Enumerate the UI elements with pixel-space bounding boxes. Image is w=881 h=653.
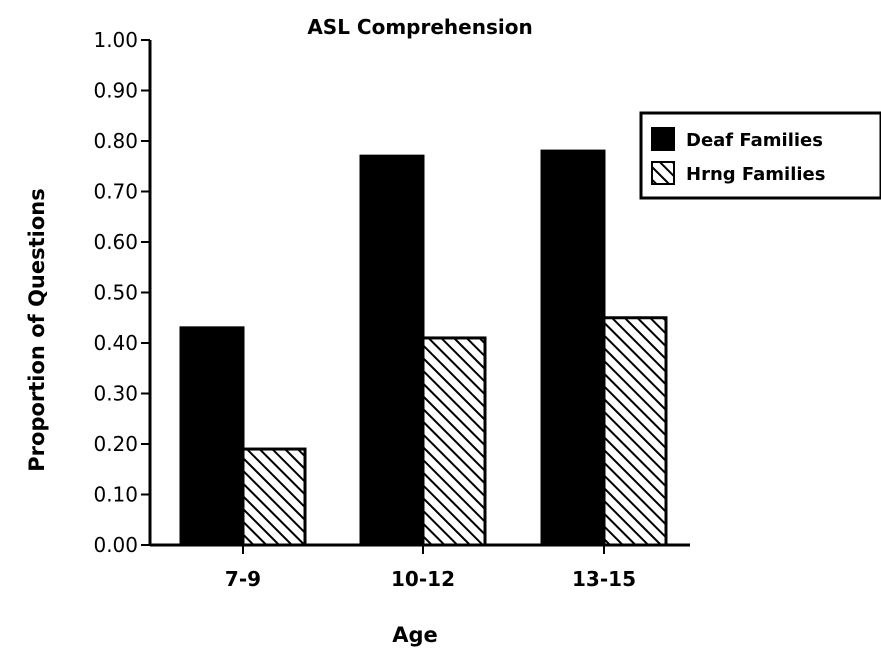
legend-label-deaf-families: Deaf Families <box>686 130 823 151</box>
bar-deaf-families-7-9 <box>179 326 245 547</box>
chart-title: ASL Comprehension <box>307 15 532 39</box>
y-tick-label: 0.50 <box>93 281 138 305</box>
x-tick-label-10-12: 10-12 <box>391 567 455 591</box>
legend-box <box>639 111 881 200</box>
x-axis-ticks: 7-9 10-12 13-15 <box>225 545 636 591</box>
legend: Deaf Families Hrng Families <box>639 111 881 200</box>
bar-hrng-families-13-15 <box>602 316 668 547</box>
y-tick-label: 1.00 <box>93 28 138 52</box>
y-tick-label: 0.20 <box>93 432 138 456</box>
y-tick-label: 0.60 <box>93 230 138 254</box>
y-tick-label: 0.40 <box>93 331 138 355</box>
y-axis-ticks: 0.00 0.10 0.20 0.30 0.40 0.50 0.60 0.70 0.80 0.90… <box>93 28 150 557</box>
legend-swatch-deaf-families <box>651 127 675 151</box>
y-tick-label: 0.10 <box>93 483 138 507</box>
y-tick-label: 0.70 <box>93 180 138 204</box>
x-axis-label: Age <box>392 623 438 647</box>
bar-deaf-families-13-15 <box>540 149 606 547</box>
bar-hrng-families-7-9 <box>241 447 307 547</box>
bar-hrng-families-10-12 <box>421 336 487 547</box>
x-tick-label-13-15: 13-15 <box>572 567 636 591</box>
bars <box>179 149 668 547</box>
y-tick-label: 0.90 <box>93 79 138 103</box>
legend-label-hrng-families: Hrng Families <box>686 164 825 185</box>
legend-swatch-hrng-families <box>651 161 675 185</box>
x-tick-label-7-9: 7-9 <box>225 567 261 591</box>
y-axis-label: Proportion of Questions <box>25 188 49 471</box>
bar-deaf-families-10-12 <box>359 154 425 547</box>
y-tick-label: 0.30 <box>93 382 138 406</box>
y-tick-label: 0.80 <box>93 129 138 153</box>
y-tick-label: 0.00 <box>93 533 138 557</box>
